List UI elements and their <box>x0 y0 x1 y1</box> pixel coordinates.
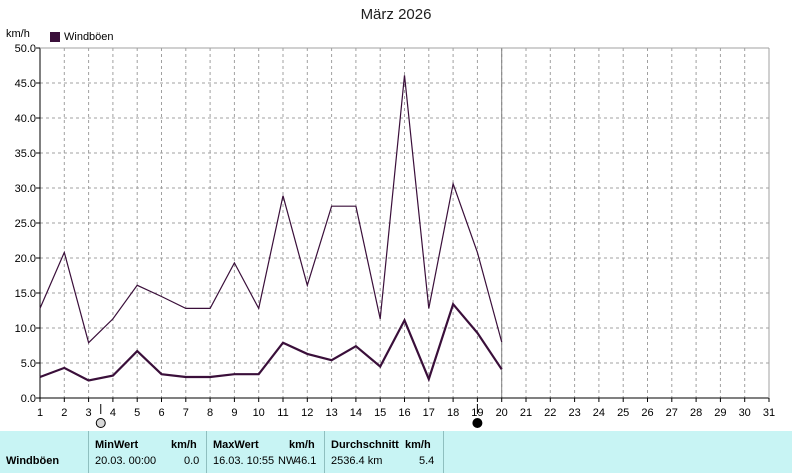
y-tick-label: 15.0 <box>15 288 36 300</box>
x-tick-label: 14 <box>350 407 362 419</box>
x-tick-label: 17 <box>423 407 435 419</box>
x-tick-label: 18 <box>447 407 459 419</box>
x-tick-label: 24 <box>593 407 605 419</box>
y-tick-label: 20.0 <box>15 253 36 265</box>
x-tick-label: 15 <box>374 407 386 419</box>
stats-avg-cell: Durchschnitt km/h 2536.4 km 5.4 <box>324 431 444 473</box>
x-tick-label: 5 <box>134 407 140 419</box>
y-tick-label: 25.0 <box>15 218 36 230</box>
stats-min-header: MinWert <box>95 439 139 451</box>
x-tick-label: 20 <box>496 407 508 419</box>
x-tick-label: 26 <box>641 407 653 419</box>
x-tick-label: 13 <box>325 407 337 419</box>
chart-plot: 0.0 5.0 10.0 15.0 20.0 25.0 30.0 35.0 40.0 45.0 50… <box>15 43 775 428</box>
stats-max-direction: NW <box>278 455 297 467</box>
x-tick-label: 7 <box>183 407 189 419</box>
x-tick-label: 3 <box>86 407 92 419</box>
x-tick-label: 28 <box>690 407 702 419</box>
x-tick-label: 8 <box>207 407 213 419</box>
x-tick-label: 23 <box>568 407 580 419</box>
x-tick-label: 9 <box>231 407 237 419</box>
stats-max-unit: km/h <box>289 439 315 451</box>
series-line-gusts-max <box>39 75 503 344</box>
legend: Windböen <box>50 31 114 43</box>
x-tick-label: 21 <box>520 407 532 419</box>
x-tick-label: 12 <box>301 407 313 419</box>
stats-max-value: 46.1 <box>295 455 317 467</box>
y-tick-label: 45.0 <box>15 78 36 90</box>
x-tick-label: 11 <box>277 407 288 419</box>
x-tick-label: 22 <box>544 407 556 419</box>
x-tick-label: 16 <box>398 407 410 419</box>
x-tick-label: 29 <box>714 407 726 419</box>
stats-max-cell: MaxWert km/h 16.03. 10:55 NW 46.1 <box>206 431 325 473</box>
stats-avg-header: Durchschnitt <box>331 439 399 451</box>
new-moon-icon <box>472 418 483 428</box>
chart-title: März 2026 <box>360 6 432 23</box>
legend-swatch <box>50 32 60 42</box>
stats-panel: Windböen MinWert km/h 20.03. 00:00 0.0 M… <box>0 431 792 473</box>
x-tick-label: 10 <box>253 407 265 419</box>
full-moon-icon <box>95 418 106 428</box>
x-tick-label: 25 <box>617 407 629 419</box>
stats-row-label: Windböen <box>6 455 60 467</box>
y-tick-label: 5.0 <box>21 358 36 370</box>
y-tick-label: 30.0 <box>15 183 36 195</box>
y-tick-label: 10.0 <box>15 323 36 335</box>
y-tick-label: 40.0 <box>15 113 36 125</box>
stats-max-header: MaxWert <box>213 439 259 451</box>
y-tick-label: 50.0 <box>15 43 36 55</box>
series-line-gusts-mean <box>39 301 503 383</box>
x-tick-label: 2 <box>61 407 67 419</box>
y-tick-label: 0.0 <box>21 393 36 405</box>
x-tick-label: 4 <box>110 407 116 419</box>
stats-max-date: 16.03. 10:55 <box>213 455 275 467</box>
stats-avg-value: 5.4 <box>419 455 435 467</box>
x-tick-label: 30 <box>739 407 751 419</box>
stats-min-cell: MinWert km/h 20.03. 00:00 0.0 <box>88 431 207 473</box>
stats-min-unit: km/h <box>171 439 197 451</box>
stats-min-date: 20.03. 00:00 <box>95 455 157 467</box>
legend-label: Windböen <box>64 31 114 43</box>
x-tick-label: 6 <box>158 407 164 419</box>
stats-avg-total: 2536.4 km <box>331 455 383 467</box>
y-tick-label: 35.0 <box>15 148 36 160</box>
x-tick-label: 31 <box>763 407 775 419</box>
stats-avg-unit: km/h <box>405 439 431 451</box>
x-tick-label: 1 <box>37 407 43 419</box>
stats-min-value: 0.0 <box>184 455 200 467</box>
x-tick-label: 27 <box>666 407 678 419</box>
y-axis-unit: km/h <box>6 28 30 40</box>
